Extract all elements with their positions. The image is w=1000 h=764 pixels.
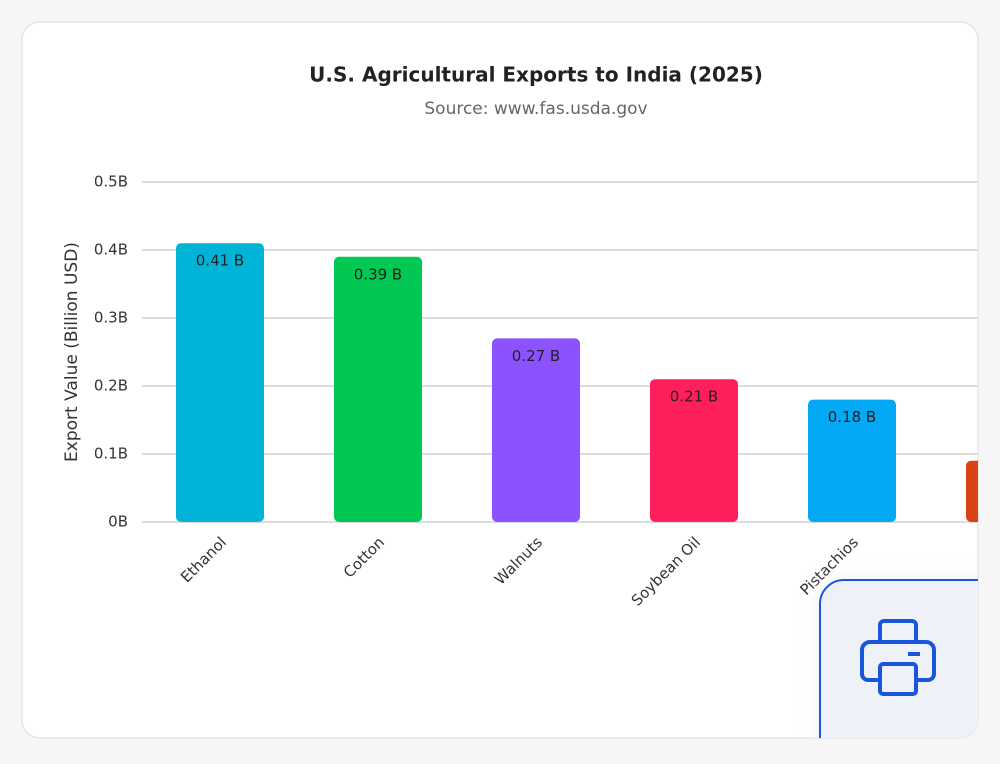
y-tick-label: 0.4B: [94, 241, 128, 259]
y-tick-label: 0B: [108, 513, 128, 531]
print-button-wrap: [819, 579, 978, 738]
bar: [808, 399, 896, 522]
y-tick-label: 0.1B: [94, 445, 128, 463]
value-label: 0.39 B: [354, 265, 402, 283]
value-label: 0.41 B: [196, 252, 244, 270]
y-axis-title: Export Value (Billion USD): [62, 242, 82, 462]
y-tick-label: 0.2B: [94, 377, 128, 395]
bar: [966, 460, 978, 522]
value-label: 0.21 B: [670, 388, 718, 406]
bar: [176, 243, 264, 522]
value-label: 0.18 B: [828, 408, 876, 426]
bar: [334, 256, 422, 522]
chart-title: U.S. Agricultural Exports to India (2025…: [309, 63, 763, 87]
bar: [650, 379, 738, 522]
y-tick-label: 0.3B: [94, 309, 128, 327]
bar: [492, 338, 580, 522]
printer-icon: [860, 619, 936, 696]
value-label: 0.27 B: [512, 347, 560, 365]
chart-subtitle: Source: www.fas.usda.gov: [424, 99, 647, 119]
y-tick-label: 0.5B: [94, 173, 128, 191]
